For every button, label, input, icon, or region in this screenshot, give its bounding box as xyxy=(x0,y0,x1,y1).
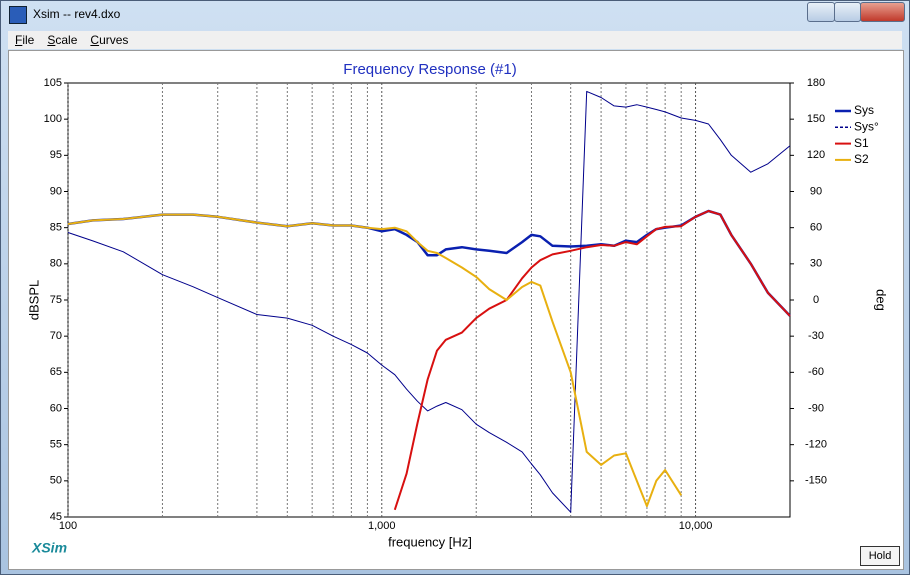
y2-tick-label: -90 xyxy=(808,402,824,414)
y-tick-label: 60 xyxy=(50,402,62,414)
legend-label: Sys° xyxy=(854,119,879,133)
title-bar: Xsim -- rev4.dxo xyxy=(1,1,909,29)
y-tick-label: 95 xyxy=(50,149,62,161)
close-button[interactable] xyxy=(860,2,905,22)
y-tick-label: 55 xyxy=(50,439,62,451)
series-line xyxy=(67,90,791,513)
y-tick-label: 45 xyxy=(50,511,62,523)
y2-tick-label: -150 xyxy=(805,475,827,487)
y2-tick-label: 150 xyxy=(807,113,825,125)
series-line xyxy=(67,213,683,508)
menu-item[interactable]: Curves xyxy=(90,33,129,47)
x-tick-label: 100 xyxy=(59,520,77,532)
y-tick-label: 105 xyxy=(44,77,62,89)
legend-label: S2 xyxy=(854,152,869,166)
client-area xyxy=(8,50,904,570)
series-line xyxy=(393,210,791,511)
logo: XSim xyxy=(31,540,67,556)
y-tick-label: 50 xyxy=(50,475,62,487)
window-title: Xsim -- rev4.dxo xyxy=(33,7,121,21)
legend-label: Sys xyxy=(854,103,874,117)
y-tick-label: 100 xyxy=(44,113,62,125)
x-tick-label: 10,000 xyxy=(679,520,713,532)
app-icon xyxy=(9,6,27,24)
y2-tick-label: 90 xyxy=(810,185,822,197)
y-tick-label: 70 xyxy=(50,330,62,342)
y2-axis-label: deg xyxy=(874,289,889,311)
y-tick-label: 90 xyxy=(50,185,62,197)
y2-tick-label: 0 xyxy=(813,294,819,306)
legend-label: S1 xyxy=(854,136,869,150)
y-tick-label: 65 xyxy=(50,366,62,378)
y-tick-label: 75 xyxy=(50,294,62,306)
y2-tick-label: -120 xyxy=(805,439,827,451)
y-axis-label: dBSPL xyxy=(26,280,41,320)
y2-tick-label: 30 xyxy=(810,258,822,270)
plot-frame xyxy=(67,82,791,518)
y-tick-label: 80 xyxy=(50,258,62,270)
x-axis-label: frequency [Hz] xyxy=(388,534,472,549)
hold-button[interactable]: Hold xyxy=(860,546,900,566)
y2-tick-label: 120 xyxy=(807,149,825,161)
y2-tick-label: 180 xyxy=(807,77,825,89)
y2-tick-label: -60 xyxy=(808,366,824,378)
x-tick-label: 1,000 xyxy=(368,520,396,532)
menu-item[interactable]: Scale xyxy=(47,33,78,47)
y2-tick-label: 60 xyxy=(810,222,822,234)
y-tick-label: 85 xyxy=(50,222,62,234)
chart-title: Frequency Response (#1) xyxy=(343,61,516,78)
menu-item[interactable]: File xyxy=(15,33,35,47)
y2-tick-label: -30 xyxy=(808,330,824,342)
menu-bar: File Scale Curves xyxy=(8,31,902,49)
